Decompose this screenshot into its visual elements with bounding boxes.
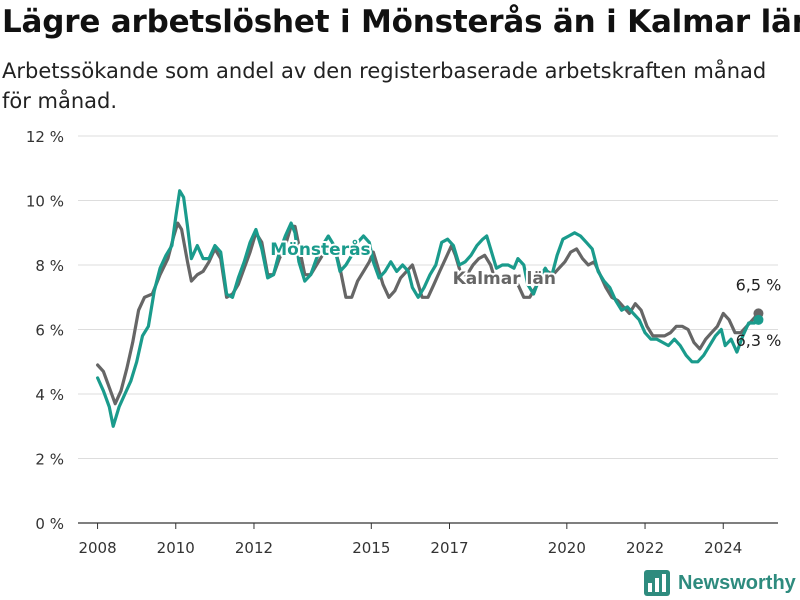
y-tick-label: 8 % xyxy=(35,257,64,275)
series-lines xyxy=(96,189,764,428)
x-tick-label: 2010 xyxy=(157,539,195,557)
x-tick-label: 2012 xyxy=(235,539,273,557)
gridlines xyxy=(78,135,778,459)
series-endpoint-m-nster-s xyxy=(753,314,764,325)
series-label: Kalmar län xyxy=(453,269,556,289)
x-tick-label: 2024 xyxy=(704,539,742,557)
x-tick-label: 2017 xyxy=(430,539,468,557)
y-axis-ticks: 0 % 2 % 4 % 6 % 8 % 10 % 12 % xyxy=(26,128,64,533)
y-tick-label: 0 % xyxy=(35,515,64,533)
x-tick-label: 2022 xyxy=(626,539,664,557)
chart-subtitle: Arbetssökande som andel av den registerb… xyxy=(2,59,767,113)
y-tick-label: 12 % xyxy=(26,128,64,146)
x-tick-label: 2020 xyxy=(548,539,586,557)
brand-logo: Newsworthy xyxy=(644,570,796,596)
y-tick-label: 4 % xyxy=(35,386,64,404)
y-tick-label: 2 % xyxy=(35,451,64,469)
series-label: Mönsterås xyxy=(270,238,370,260)
end-label-monsteras: 6,3 % xyxy=(736,331,782,350)
y-tick-label: 6 % xyxy=(35,322,64,340)
x-tick-label: 2015 xyxy=(352,539,390,557)
x-axis: 2008 2010 2012 2015 2017 2020 2022 2024 xyxy=(78,522,778,557)
chart-title: Lägre arbetslöshet i Mönsterås än i Kalm… xyxy=(2,4,800,40)
y-tick-label: 10 % xyxy=(26,193,64,211)
x-tick-label: 2008 xyxy=(78,539,116,557)
end-label-kalmar: 6,5 % xyxy=(736,275,782,294)
series-line-m-nster-s xyxy=(96,189,760,428)
series-annotations: 6,5 % 6,3 % Mönsterås Kalmar län xyxy=(268,236,782,350)
brand-name: Newsworthy xyxy=(678,571,796,594)
newsworthy-logo-icon xyxy=(644,570,670,596)
